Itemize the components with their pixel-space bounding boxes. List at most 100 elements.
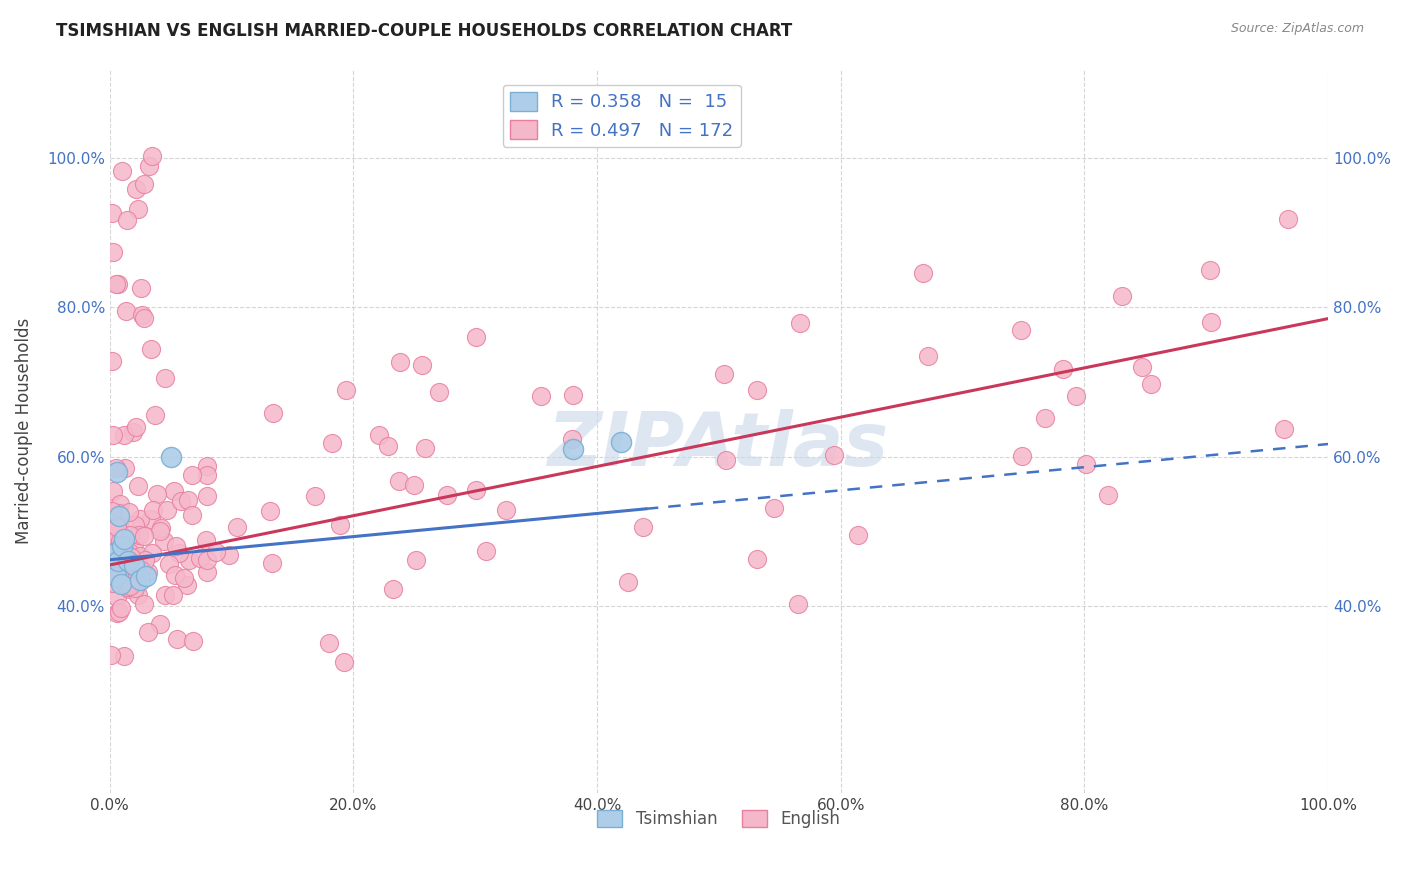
Point [561, 432, 583, 446]
Point [713, 367, 735, 381]
Point [108, 533, 131, 548]
Point [127, 577, 149, 591]
Point [141, 148, 163, 162]
Point [405, 553, 427, 567]
Point [195, 468, 218, 483]
Point [100, 536, 122, 550]
Point [388, 355, 411, 369]
Point [115, 545, 138, 559]
Point [846, 528, 869, 542]
Point [108, 516, 131, 530]
Point [304, 489, 326, 503]
Point [181, 634, 204, 648]
Point [115, 550, 138, 565]
Point [131, 308, 153, 322]
Point [103, 428, 125, 442]
Point [118, 527, 141, 541]
Point [368, 427, 391, 442]
Point [105, 277, 128, 292]
Point [115, 579, 138, 593]
Point [117, 554, 139, 568]
Point [149, 617, 172, 632]
Point [745, 552, 768, 566]
Point [138, 159, 160, 173]
Point [105, 559, 128, 574]
Point [166, 632, 188, 646]
Point [110, 601, 132, 615]
Point [177, 552, 200, 566]
Point [129, 573, 152, 587]
Point [382, 582, 405, 596]
Point [912, 266, 935, 280]
Point [388, 474, 411, 488]
Point [127, 202, 149, 216]
Point [195, 489, 218, 503]
Point [335, 383, 357, 397]
Point [101, 557, 124, 571]
Point [129, 562, 152, 576]
Point [404, 477, 426, 491]
Point [132, 177, 155, 191]
Point [124, 582, 146, 596]
Point [134, 310, 156, 325]
Point [101, 353, 124, 368]
Point [475, 543, 498, 558]
Point [135, 569, 157, 583]
Point [108, 509, 131, 524]
Point [427, 384, 450, 399]
Text: ZIPAtlas: ZIPAtlas [548, 409, 890, 482]
Point [561, 442, 583, 457]
Point [195, 553, 218, 567]
Point [1033, 411, 1056, 425]
Point [162, 588, 184, 602]
Point [165, 539, 187, 553]
Point [180, 508, 202, 522]
Point [134, 553, 156, 567]
Point [465, 329, 488, 343]
Point [105, 606, 128, 620]
Point [118, 578, 141, 592]
Point [100, 206, 122, 220]
Point [714, 453, 737, 467]
Text: TSIMSHIAN VS ENGLISH MARRIED-COUPLE HOUSEHOLDS CORRELATION CHART: TSIMSHIAN VS ENGLISH MARRIED-COUPLE HOUS… [56, 22, 793, 40]
Point [823, 448, 845, 462]
Point [105, 520, 128, 534]
Point [118, 545, 141, 559]
Point [120, 549, 142, 564]
Point [1199, 315, 1222, 329]
Point [124, 517, 146, 532]
Point [107, 506, 129, 520]
Point [110, 497, 132, 511]
Point [127, 479, 149, 493]
Point [115, 212, 138, 227]
Point [141, 545, 163, 559]
Point [101, 575, 124, 590]
Point [108, 605, 131, 619]
Point [917, 349, 939, 363]
Point [156, 503, 179, 517]
Point [561, 388, 583, 402]
Point [129, 549, 152, 563]
Point [318, 636, 340, 650]
Point [104, 549, 127, 564]
Legend: Tsimshian, English: Tsimshian, English [591, 804, 848, 835]
Point [411, 358, 433, 372]
Point [134, 529, 156, 543]
Point [465, 483, 488, 498]
Point [105, 465, 128, 479]
Point [262, 557, 284, 571]
Point [163, 483, 186, 498]
Point [114, 304, 136, 318]
Point [262, 406, 284, 420]
Point [118, 576, 141, 591]
Point [150, 521, 173, 535]
Point [329, 518, 352, 533]
Point [100, 504, 122, 518]
Point [789, 316, 811, 330]
Point [115, 580, 138, 594]
Point [114, 461, 136, 475]
Point [142, 502, 165, 516]
Point [122, 558, 145, 572]
Point [1199, 263, 1222, 277]
Point [105, 461, 128, 475]
